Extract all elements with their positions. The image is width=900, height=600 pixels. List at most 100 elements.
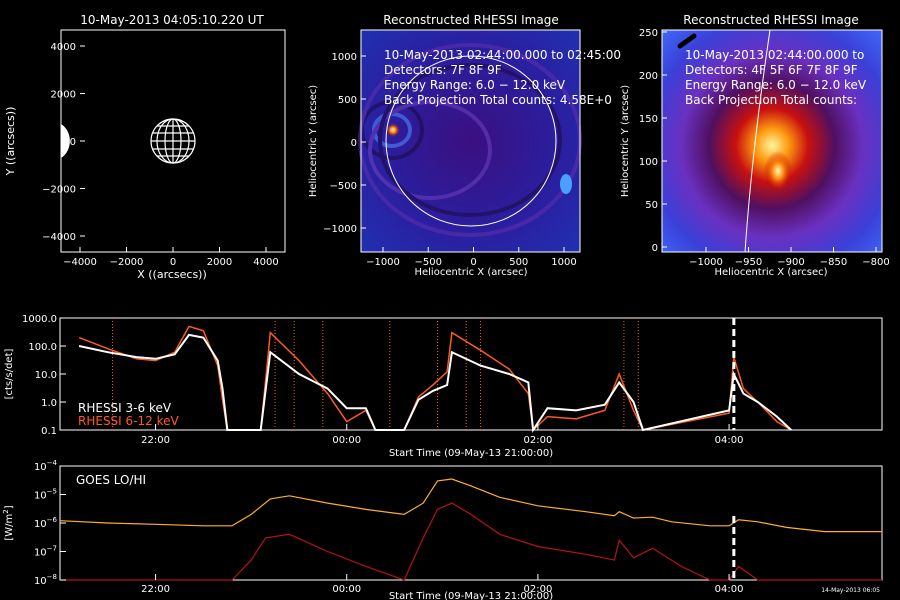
image1-info-line: 10-May-2013 02:44:00.000 to 02:45:00 [384, 48, 621, 62]
rhessi-xtick-label: 00:00 [332, 435, 361, 446]
goes-lightcurve-panel: 22:00 00:00 02:00 04:00 10−410−510−610−710−… [2, 459, 883, 600]
image1-xtick-label: 500 [509, 257, 528, 268]
image2-solar-limb [744, 29, 771, 253]
goes-y-ticks: 10−4 10−5 10−6 10−7 10−8 [34, 459, 66, 587]
image2-y-ticks: 250 200 150 100 50 0 [639, 28, 667, 254]
goes-xtick-label: 02:00 [523, 584, 552, 595]
image1-info-lines: 10-May-2013 02:44:00.000 to 02:45:00Dete… [384, 48, 621, 107]
goes-ytick-label: 10−5 [34, 488, 57, 502]
image1-x-ticks: −1000 −500 0 500 1000 [366, 247, 577, 268]
context-title: 10-May-2013 04:05:10.220 UT [80, 13, 264, 27]
goes-x-ticks: 22:00 00:00 02:00 04:00 [141, 574, 743, 595]
context-xtick-label: −2000 [110, 257, 144, 268]
rhessi-ytick-label: 1000.0 [22, 314, 57, 325]
image1-ytick-label: 1000 [332, 52, 357, 63]
image2-frame [661, 29, 883, 253]
footer-stamp: 14-May-2013 06:05 [821, 587, 880, 594]
image1-flare-source [386, 123, 400, 137]
goes-legend: GOES LO/HI [76, 473, 146, 487]
image1-solar-limb [385, 55, 557, 227]
image1-frame [360, 29, 581, 253]
image2-map [662, 30, 882, 252]
image2-black-mark [677, 33, 697, 49]
image2-xlabel: Heliocentric X (arcsec) [714, 267, 827, 278]
goes-series-line [59, 478, 882, 533]
sun-globe-icon [150, 118, 196, 164]
context-xtick-label: 2000 [207, 257, 232, 268]
image2-ylabel: Heliocentric Y (arcsec) [620, 85, 631, 197]
image1-ripples [358, 43, 582, 237]
image2-ytick-label: 50 [645, 200, 658, 211]
goes-ytick-label: 10−4 [34, 459, 58, 473]
goes-series [59, 478, 882, 581]
context-xtick-label: 4000 [253, 257, 278, 268]
image2-ytick-label: 150 [639, 114, 658, 125]
context-ytick-label: −4000 [42, 232, 76, 243]
image2-xtick-label: −1000 [689, 257, 723, 268]
rhessi-lightcurve-panel: 22:00 00:00 02:00 04:00 1000.0 100.0 10.0 1.0 0… [4, 314, 883, 459]
image1-ytick-label: 500 [338, 95, 357, 106]
rhessi-series-line [78, 333, 792, 433]
rhessi-xtick-label: 02:00 [523, 435, 552, 446]
goes-series-line [60, 502, 882, 581]
rhessi-series-line [78, 325, 792, 432]
rhessi-ytick-label: 1.0 [41, 398, 57, 409]
image1-xtick-label: −500 [415, 257, 442, 268]
image2-title: Reconstructed RHESSI Image [683, 13, 858, 27]
context-xtick-label: 0 [170, 257, 176, 268]
goes-xtick-label: 00:00 [332, 584, 361, 595]
context-ytick-label: 4000 [51, 42, 76, 53]
rhessi-xtick-label: 04:00 [715, 435, 744, 446]
goes-ylabel: [W/m2] [2, 505, 15, 540]
context-x-ticks: −4000 −2000 0 2000 4000 [63, 247, 279, 268]
rhessi-image-2-panel: Reconstructed RHESSI Image 10-May-2013 0… [620, 13, 890, 278]
image1-xtick-label: 1000 [551, 257, 576, 268]
context-ytick-label: 2000 [51, 90, 76, 101]
context-ylabel: Y ((arcsecs)) [4, 107, 17, 177]
image1-ylabel: Heliocentric Y (arcsec) [308, 85, 319, 197]
image2-info-line: Back Projection Total counts: [685, 93, 857, 107]
image2-info-line: Detectors: 4F 5F 6F 7F 8F 9F [685, 63, 858, 77]
rhessi-xtick-label: 22:00 [141, 435, 170, 446]
image2-ytick-label: 0 [652, 243, 658, 254]
legend-rhessi-6-12: RHESSI 6-12 keV [78, 414, 179, 428]
image2-info-line: 10-May-2013 02:44:00.000 to [685, 48, 864, 62]
image2-x-ticks: −1000 −950 −900 −850 −800 [689, 247, 890, 268]
image2-ytick-label: 250 [639, 28, 658, 39]
rhessi-flare-lines [112, 318, 639, 430]
rhessi-ylabel: [cts/s/det] [4, 349, 15, 400]
image2-xtick-label: −800 [862, 257, 889, 268]
rhessi-x-ticks: 22:00 00:00 02:00 04:00 [141, 424, 743, 446]
goes-ytick-label: 10−6 [34, 516, 58, 530]
image2-ytick-label: 100 [639, 157, 658, 168]
image1-title: Reconstructed RHESSI Image [383, 13, 558, 27]
image1-xlabel: Heliocentric X (arcsec) [414, 267, 527, 278]
image1-xtick-label: −1000 [366, 257, 400, 268]
image1-ytick-label: 0 [351, 138, 357, 149]
rhessi-plot-frame [59, 317, 883, 431]
image1-blue-spot [560, 174, 572, 194]
rhessi-ytick-label: 0.1 [41, 426, 57, 437]
context-y-ticks: 4000 2000 0 −2000 −4000 [42, 42, 85, 243]
goes-plot-frame [59, 465, 883, 581]
goes-xtick-label: 04:00 [715, 584, 744, 595]
rhessi-image-1-panel: Reconstructed RHESSI Image 10-May-2013 0… [308, 13, 621, 278]
image2-flare-source [764, 151, 792, 191]
rhessi-series [78, 325, 792, 433]
rhessi-xlabel: Start Time (09-May-13 21:00:00) [389, 448, 553, 459]
legend-rhessi-3-6: RHESSI 3-6 keV [78, 401, 172, 415]
context-ytick-label: 0 [70, 137, 76, 148]
goes-xtick-label: 22:00 [141, 584, 170, 595]
goes-xlabel: Start Time (09-May-13 21:00:00) [389, 591, 553, 600]
image1-ytick-label: −500 [330, 181, 357, 192]
rhessi-ytick-label: 10.0 [35, 370, 57, 381]
image2-xtick-label: −950 [735, 257, 762, 268]
image2-xtick-label: −850 [820, 257, 847, 268]
context-xlabel: X ((arcsecs)) [137, 268, 207, 281]
image1-info-line: Energy Range: 6.0 − 12.0 keV [384, 78, 566, 92]
rhessi-ytick-label: 100.0 [28, 342, 57, 353]
goes-ytick-label: 10−8 [34, 573, 57, 587]
context-ytick-label: −2000 [42, 185, 76, 196]
